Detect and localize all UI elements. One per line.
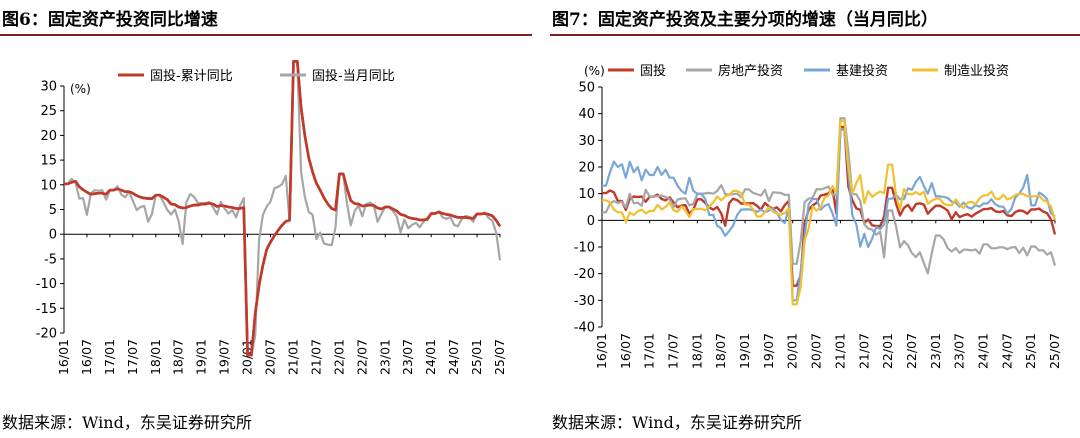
left-source-note: 数据来源：Wind，东吴证券研究所	[2, 413, 252, 432]
left-title-rule	[0, 34, 532, 36]
right-x-tick-label: 20/07	[809, 333, 824, 369]
right-x-tick-label: 18/07	[713, 333, 728, 369]
right-x-tick-label: 21/07	[856, 333, 871, 369]
left-x-tick-label: 25/01	[469, 339, 484, 375]
right-x-tick-label: 19/07	[761, 333, 776, 369]
left-x-tick-label: 23/01	[377, 339, 392, 375]
left-y-tick-label: 30	[40, 80, 57, 95]
right-y-axis-label: (%)	[584, 64, 605, 78]
left-y-tick-label: 10	[40, 178, 57, 193]
left-legend-label-2: 固投-当月同比	[312, 68, 395, 84]
right-source-note: 数据来源：Wind，东吴证券研究所	[552, 413, 802, 432]
right-x-tick-label: 22/07	[904, 333, 919, 369]
right-x-tick-label: 25/01	[1023, 333, 1038, 369]
right-title-rule	[550, 34, 1080, 36]
left-x-tick-label: 19/07	[217, 339, 232, 375]
right-y-tick-label: 0	[587, 214, 595, 229]
right-y-tick-label: 50	[578, 81, 595, 96]
right-x-tick-label: 25/07	[1047, 333, 1062, 369]
left-series-line-1	[64, 60, 502, 357]
right-legend-label-2: 房地产投资	[718, 63, 783, 79]
left-x-tick-label: 20/07	[263, 339, 278, 375]
left-x-tick-label: 25/07	[492, 339, 507, 375]
left-y-tick-label: 0	[49, 228, 57, 243]
right-legend-label-4: 制造业投资	[944, 63, 1009, 79]
left-figure-title: 图6：固定资产投资同比增速	[2, 10, 218, 30]
left-x-tick-label: 21/01	[285, 339, 300, 375]
right-series-line-2	[602, 117, 1057, 275]
left-x-tick-label: 21/07	[308, 339, 323, 375]
left-y-tick-label: -15	[36, 302, 57, 317]
left-x-tick-label: 19/01	[194, 339, 209, 375]
right-series-line-4	[602, 119, 1057, 306]
right-y-tick-label: -10	[574, 241, 595, 256]
left-x-tick-label: 22/01	[331, 339, 346, 375]
left-y-tick-label: 25	[40, 104, 57, 119]
left-series-line-1-overlay	[64, 60, 502, 357]
right-legend-label-3: 基建投资	[836, 63, 888, 79]
right-x-tick-label: 23/07	[952, 333, 967, 369]
left-x-tick-label: 17/07	[125, 339, 140, 375]
right-x-tick-label: 16/01	[594, 333, 609, 369]
right-x-tick-label: 17/01	[642, 333, 657, 369]
left-x-tick-label: 17/01	[102, 339, 117, 375]
right-y-tick-label: -20	[574, 267, 595, 282]
right-y-tick-label: 40	[578, 107, 595, 122]
left-x-tick-label: 16/07	[79, 339, 94, 375]
left-y-tick-label: 5	[49, 203, 57, 218]
right-x-tick-label: 23/01	[928, 333, 943, 369]
left-y-axis-label: (%)	[70, 82, 91, 96]
right-y-tick-label: 10	[578, 187, 595, 202]
left-x-tick-label: 23/07	[400, 339, 415, 375]
right-x-tick-label: 21/01	[832, 333, 847, 369]
right-y-tick-label: 20	[578, 161, 595, 176]
right-y-tick-label: -30	[574, 294, 595, 309]
right-x-tick-label: 19/01	[737, 333, 752, 369]
left-line-chart: -20 -15 -10 -5 0 5 10 15 20 25 30 (%) 16/01 16/07 17/0…	[36, 60, 507, 375]
right-figure-title: 图7：固定资产投资及主要分项的增速（当月同比）	[552, 10, 938, 30]
left-x-tick-label: 18/07	[171, 339, 186, 375]
left-x-tick-label: 24/07	[446, 339, 461, 375]
right-x-tick-label: 17/07	[666, 333, 681, 369]
left-y-tick-label: -5	[44, 252, 57, 267]
left-x-tick-label: 18/01	[148, 339, 163, 375]
left-y-tick-label: 15	[40, 154, 57, 169]
right-x-tick-label: 24/07	[999, 333, 1014, 369]
right-x-tick-label: 16/07	[618, 333, 633, 369]
right-y-tick-label: 30	[578, 134, 595, 149]
right-panel: 图7：固定资产投资及主要分项的增速（当月同比） -40 -30 -20 -10 0 10 2…	[550, 0, 1080, 438]
right-x-tick-label: 20/01	[785, 333, 800, 369]
left-y-tick-label: -20	[36, 327, 57, 342]
left-x-tick-label: 16/01	[56, 339, 71, 375]
left-legend-label-1: 固投-累计同比	[150, 68, 233, 84]
right-x-tick-label: 18/01	[689, 333, 704, 369]
right-y-tick-label: -40	[574, 321, 595, 336]
right-x-tick-label: 24/01	[975, 333, 990, 369]
left-panel: 图6：固定资产投资同比增速 -20 -15 -10 -5 0 5 10 15 20 25 30 (%)…	[0, 0, 532, 438]
left-x-tick-label: 22/07	[354, 339, 369, 375]
left-y-tick-label: -10	[36, 277, 57, 292]
right-legend-label-1: 固投	[640, 63, 666, 79]
right-x-tick-label: 22/01	[880, 333, 895, 369]
left-x-tick-label: 24/01	[423, 339, 438, 375]
right-line-chart: -40 -30 -20 -10 0 10 20 30 40 50 (%) 16/01 16/07 17/0…	[574, 63, 1062, 369]
left-y-tick-label: 20	[40, 129, 57, 144]
right-series-line-3	[602, 128, 1056, 302]
left-series-line-2	[64, 60, 502, 357]
